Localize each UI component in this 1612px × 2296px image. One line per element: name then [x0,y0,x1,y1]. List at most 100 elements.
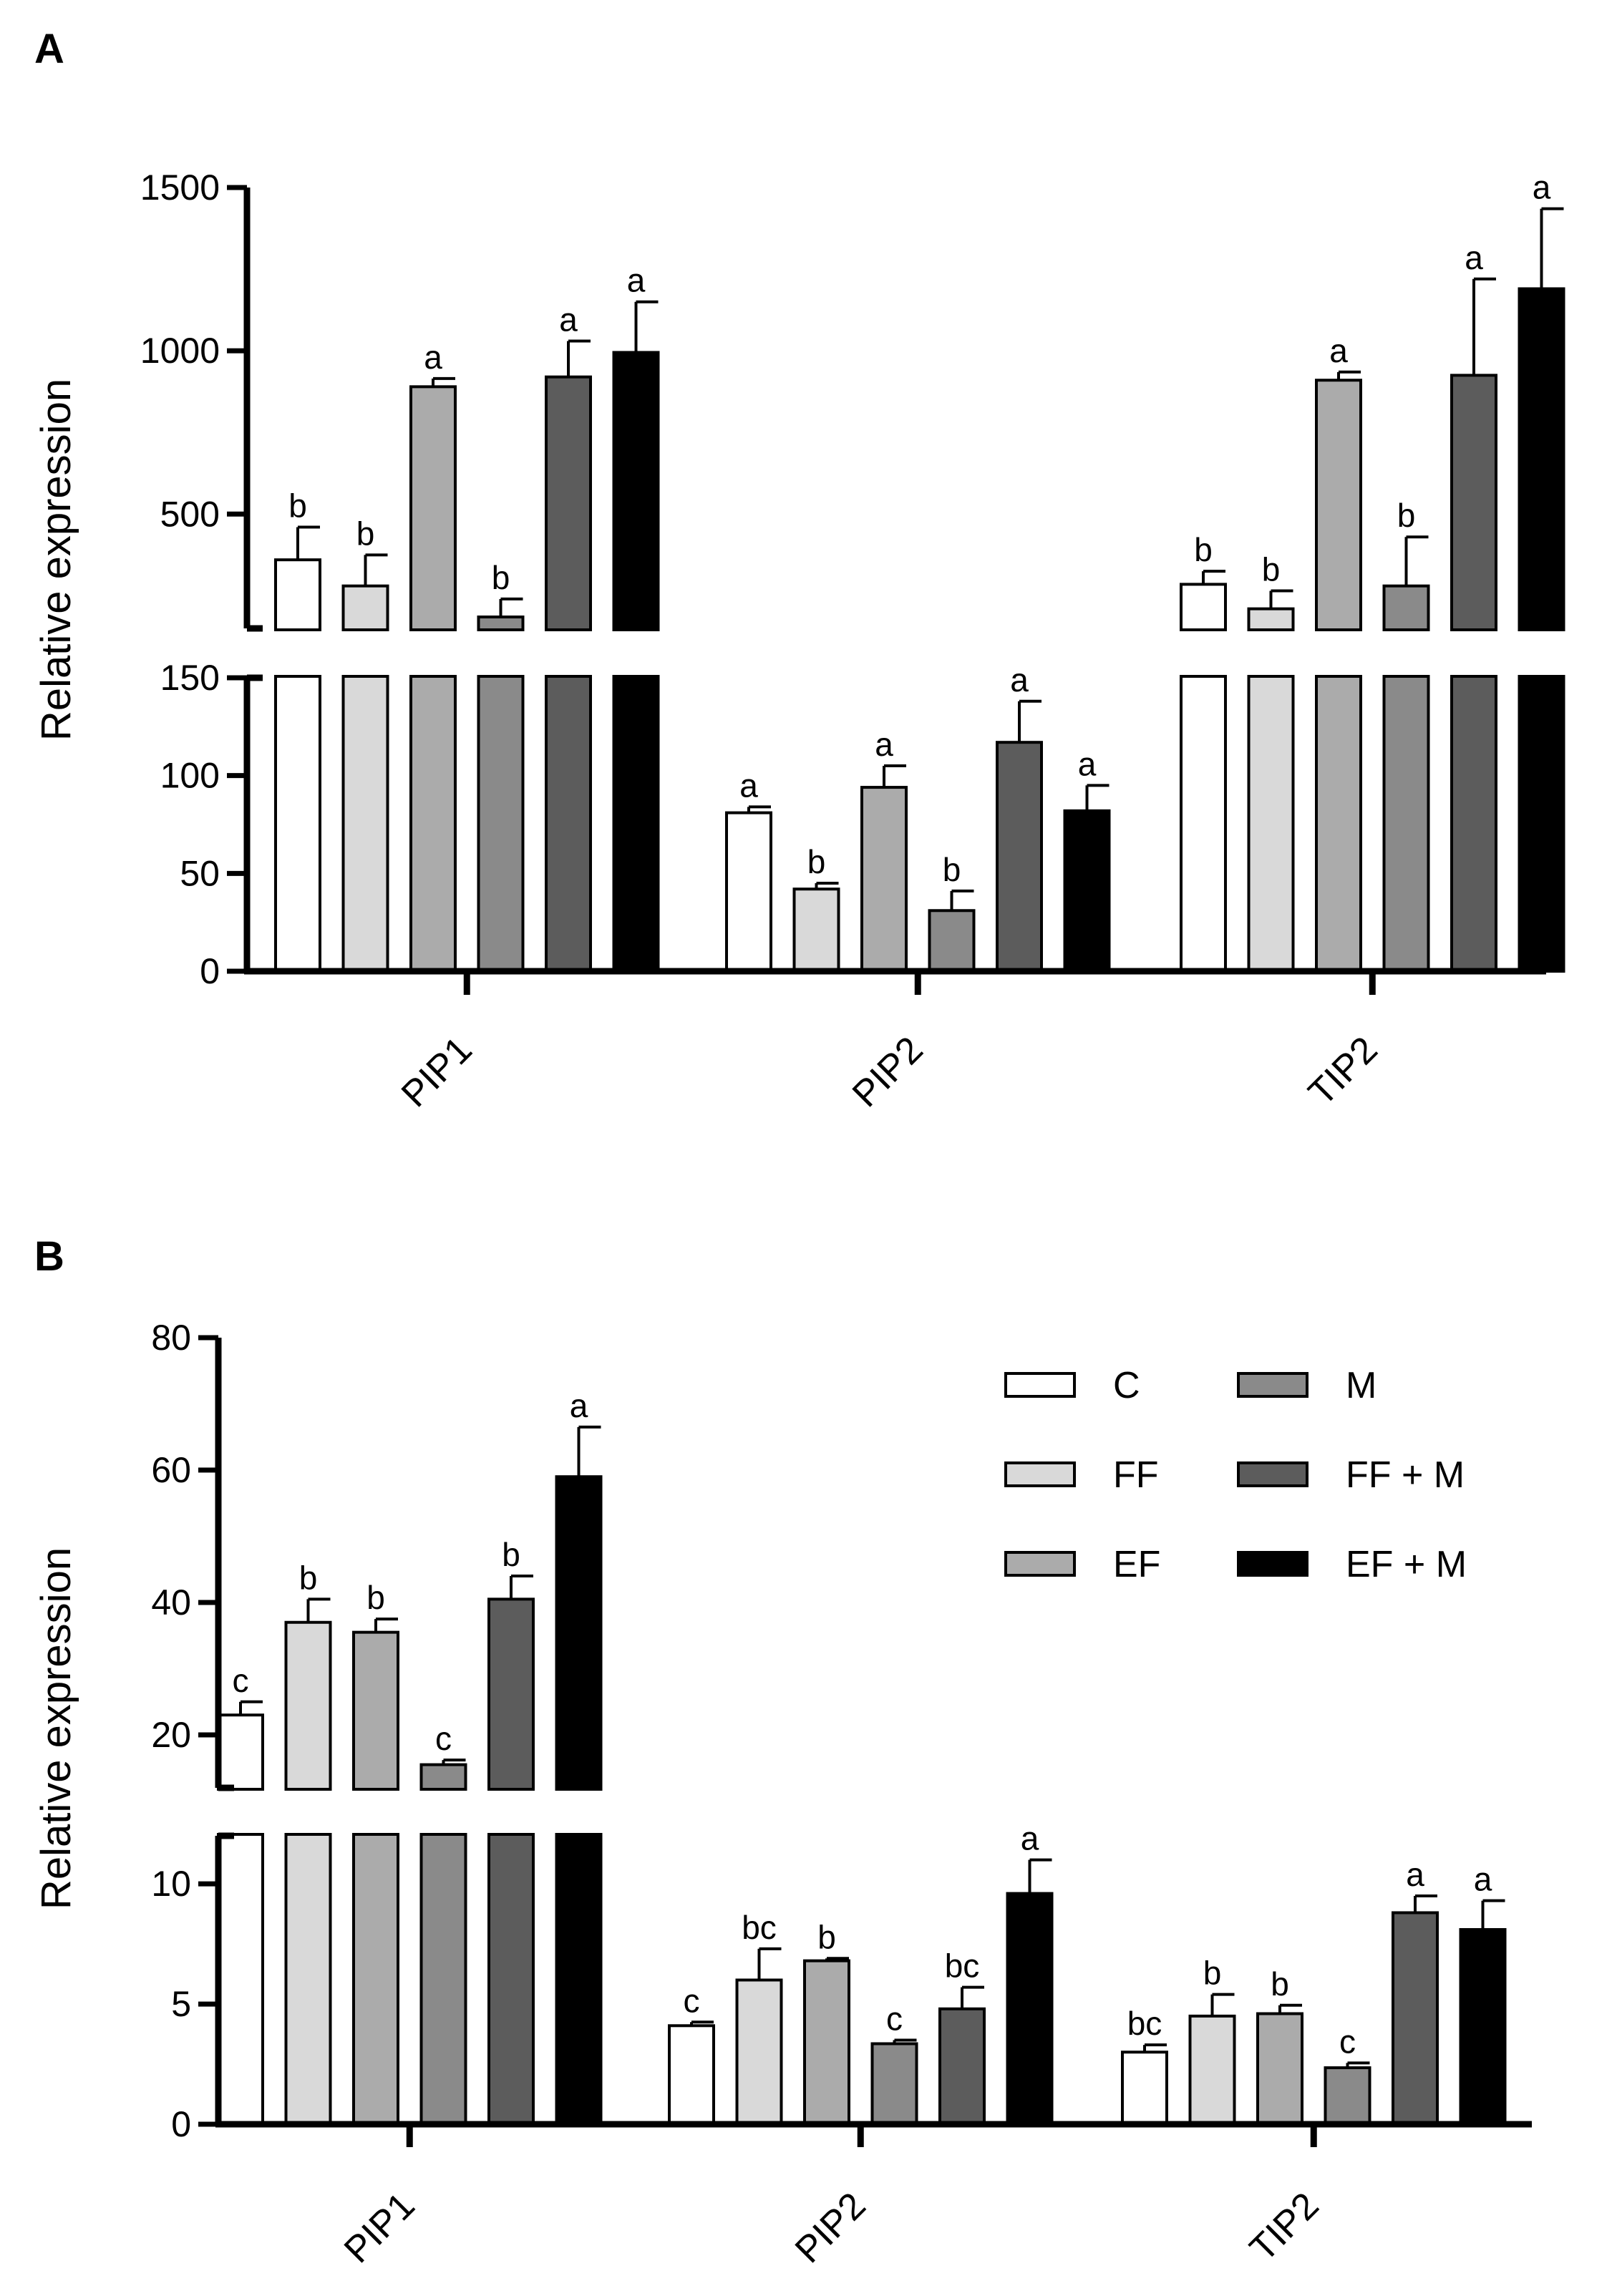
panel-b-y-axis-label: Relative expression [33,1547,79,1910]
a-pip1-m-letter: b [492,559,510,596]
legend-swatch-ef [1004,1551,1076,1577]
a-pip1-ff-letter: b [356,515,375,552]
a-pip1-ef-bar-upper [409,385,457,632]
panel-b-axes: 20 40 60 80 0 5 10 PIP1 PIP2 TIP2 [151,1318,1532,2271]
a-tip2-ef-m-letter: a [1533,169,1551,206]
b-pip2-ff-m-bar [938,2007,986,2126]
a-pip2-m-letter: b [943,851,961,888]
legend-label-ef-m: EF + M [1346,1544,1467,1585]
b-pip1-ff-m-letter: b [502,1536,520,1573]
b-pip1-c-bar-upper [217,1713,264,1791]
b-pip1-m-bar-lower [419,1833,467,2126]
b-tip2-m-bar [1324,2066,1371,2126]
a-y-tick-label: 500 [160,494,220,534]
a-tip2-ef-letter: a [1329,332,1348,369]
b-y-tick-label: 0 [171,2104,191,2144]
a-y-tick-label: 0 [200,951,220,991]
a-pip1-ef-bar-lower [409,675,457,973]
b-tip2-ef-m-bar [1459,1927,1507,2126]
b-pip1-c-bar-lower [217,1833,264,2126]
b-pip2-ff-m-letter: bc [945,1947,980,1985]
b-pip1-ff-m-bar-upper [487,1597,535,1791]
b-y-tick-label: 80 [151,1318,191,1358]
a-pip1-ff-m-letter: a [559,301,578,338]
b-pip2-ff-bar [735,1978,783,2126]
a-pip1-m-bar-upper [477,616,525,631]
b-pip2-m-letter: c [886,2000,903,2037]
b-pip1-ef-m-letter: a [570,1387,588,1424]
a-pip2-ff-letter: b [807,843,826,880]
b-pip2-c-bar [668,2024,715,2126]
a-tip2-m-bar-lower [1382,675,1430,973]
legend-swatch-ff [1004,1461,1076,1487]
legend-label-ef: EF [1113,1544,1160,1585]
a-tip2-ef-bar-lower [1315,675,1362,973]
a-tip2-ff-m-letter: a [1465,239,1483,276]
a-pip2-c-letter: a [739,767,758,804]
legend-label-c: C [1113,1365,1140,1406]
a-pip1-ef-m-bar-upper [612,351,660,631]
a-x-tick-label-tip2: TIP2 [1301,1028,1386,1114]
legend: C FF EF M FF + M EF + M [1004,1365,1467,1585]
a-pip1-ff-bar-upper [341,584,389,631]
panel-a-y-axis-label: Relative expression [33,379,79,741]
panel-a-axes: 500 1000 1500 0 50 100 150 PIP1 PIP2 TIP2 [140,167,1546,1115]
a-x-tick-label-pip1: PIP1 [394,1028,480,1115]
b-pip1-ff-bar-upper [284,1620,332,1791]
a-tip2-ff-bar-upper [1247,607,1295,631]
a-tip2-ff-m-bar-lower [1450,675,1497,973]
a-tip2-m-letter: b [1397,497,1416,534]
a-pip1-ff-m-bar-lower [545,675,592,973]
a-pip2-ff-m-letter: a [1010,661,1029,699]
a-tip2-c-letter: b [1194,531,1213,568]
b-y-tick-label: 60 [151,1450,191,1490]
a-tip2-ef-bar-upper [1315,379,1362,632]
legend-swatch-ff-m [1237,1461,1308,1487]
b-tip2-ff-bar [1188,2014,1236,2126]
a-y-tick-label: 100 [160,756,220,796]
b-pip2-ef-bar [803,1959,850,2126]
a-tip2-ff-letter: b [1262,551,1281,588]
legend-swatch-ef-m [1237,1551,1308,1577]
b-pip1-ff-letter: b [299,1559,318,1596]
a-pip1-c-bar-upper [274,558,321,632]
b-pip1-ef-m-bar-lower [555,1833,603,2126]
b-pip1-m-bar-upper [419,1763,467,1791]
b-tip2-ef-m-letter: a [1474,1861,1492,1898]
b-pip2-c-letter: c [684,1982,700,2019]
panel-a-letter: A [34,26,64,72]
legend-label-ff-m: FF + M [1346,1454,1465,1496]
b-tip2-ef-letter: b [1271,1965,1289,2003]
a-x-tick-label-pip2: PIP2 [845,1028,931,1115]
b-x-tick-label-tip2: TIP2 [1242,2184,1327,2270]
b-pip2-ef-letter: b [817,1918,836,1955]
a-pip2-m-bar [928,909,976,973]
b-y-tick-label: 10 [151,1864,191,1904]
legend-swatch-m [1237,1372,1308,1398]
b-tip2-ff-m-bar [1392,1911,1439,2126]
a-tip2-m-bar-upper [1382,584,1430,631]
panel-a: A Relative expression b b a b a a a b a b a a b b a b a a… [33,26,1565,1115]
b-tip2-m-letter: c [1339,2023,1356,2060]
legend-label-m: M [1346,1365,1376,1406]
legend-label-ff: FF [1113,1454,1159,1496]
b-pip1-ef-letter: b [366,1579,385,1616]
b-pip2-ef-m-letter: a [1021,1820,1039,1857]
b-tip2-c-letter: bc [1127,2005,1162,2042]
b-y-tick-label: 5 [171,1984,191,2024]
a-tip2-c-bar-lower [1180,675,1227,973]
b-tip2-ef-bar [1256,2012,1303,2126]
legend-swatch-c [1004,1372,1076,1398]
a-tip2-ff-m-bar-upper [1450,374,1497,631]
a-pip1-ff-bar-lower [341,675,389,973]
b-x-tick-label-pip2: PIP2 [787,2184,874,2271]
b-tip2-ff-m-letter: a [1406,1856,1424,1893]
b-y-tick-label: 40 [151,1582,191,1623]
b-pip2-m-bar [870,2042,918,2126]
a-tip2-c-bar-upper [1180,583,1227,632]
b-y-tick-label: 20 [151,1715,191,1755]
a-pip1-ef-letter: a [424,339,442,376]
b-pip1-ef-m-bar-upper [555,1475,603,1791]
b-pip2-ef-m-bar [1006,1892,1054,2126]
